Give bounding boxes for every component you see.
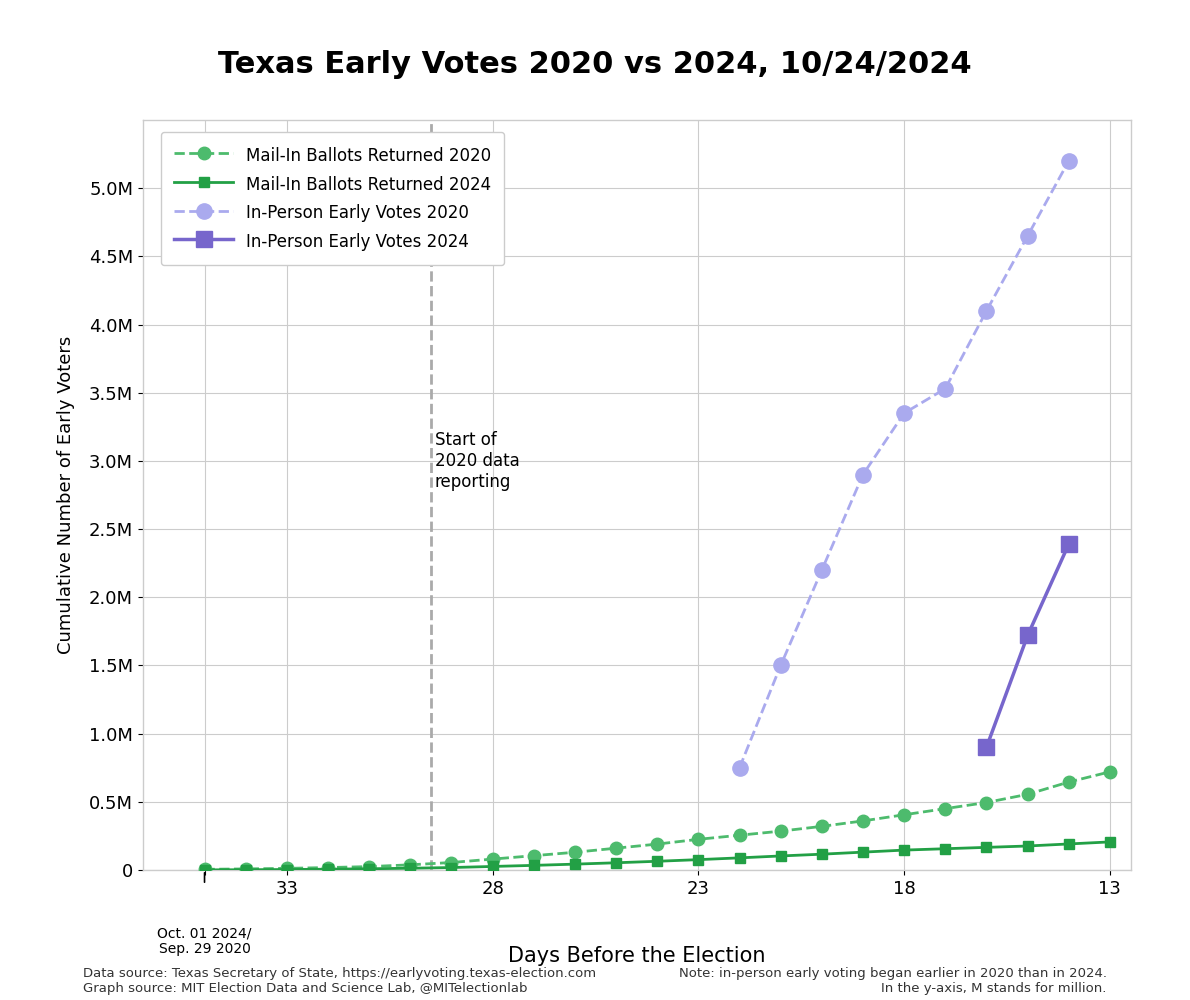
Mail-In Ballots Returned 2020 (362, 861, 376, 873)
In-Person Early Votes 2020 (938, 383, 952, 395)
Mail-In Ballots Returned 2024 (238, 864, 252, 876)
Mail-In Ballots Returned 2024 (1103, 836, 1117, 848)
Mail-In Ballots Returned 2020 (1061, 776, 1076, 788)
Mail-In Ballots Returned 2020 (774, 825, 788, 837)
Mail-In Ballots Returned 2020 (609, 842, 624, 854)
Mail-In Ballots Returned 2024 (280, 864, 294, 876)
Mail-In Ballots Returned 2020 (897, 809, 912, 821)
Mail-In Ballots Returned 2024 (979, 841, 994, 853)
Mail-In Ballots Returned 2020 (691, 833, 706, 845)
Text: Texas Early Votes 2020 vs 2024, 10/24/2024: Texas Early Votes 2020 vs 2024, 10/24/20… (218, 50, 972, 79)
Mail-In Ballots Returned 2020 (732, 829, 746, 841)
Mail-In Ballots Returned 2024 (198, 864, 212, 876)
Mail-In Ballots Returned 2020 (979, 796, 994, 808)
In-Person Early Votes 2020 (1021, 230, 1035, 242)
Mail-In Ballots Returned 2024 (362, 863, 376, 875)
In-Person Early Votes 2024 (1061, 538, 1076, 550)
Mail-In Ballots Returned 2024 (527, 859, 541, 871)
Mail-In Ballots Returned 2024 (1021, 840, 1035, 852)
Mail-In Ballots Returned 2020 (444, 856, 458, 868)
Line: Mail-In Ballots Returned 2024: Mail-In Ballots Returned 2024 (200, 837, 1115, 875)
Mail-In Ballots Returned 2024 (856, 846, 870, 858)
Text: Note: in-person early voting began earlier in 2020 than in 2024.
In the y-axis, : Note: in-person early voting began earli… (678, 967, 1107, 995)
Mail-In Ballots Returned 2020 (238, 863, 252, 875)
Mail-In Ballots Returned 2020 (1103, 766, 1117, 778)
In-Person Early Votes 2020 (732, 762, 746, 774)
In-Person Early Votes 2020 (815, 564, 829, 576)
Mail-In Ballots Returned 2020 (650, 838, 664, 850)
X-axis label: Days Before the Election: Days Before the Election (508, 946, 765, 966)
Mail-In Ballots Returned 2020 (321, 862, 336, 874)
Mail-In Ballots Returned 2024 (897, 844, 912, 856)
In-Person Early Votes 2020 (1061, 155, 1076, 167)
Mail-In Ballots Returned 2020 (198, 863, 212, 875)
Line: In-Person Early Votes 2020: In-Person Early Votes 2020 (732, 153, 1077, 775)
Mail-In Ballots Returned 2024 (486, 860, 500, 872)
Mail-In Ballots Returned 2024 (650, 855, 664, 867)
Legend: Mail-In Ballots Returned 2020, Mail-In Ballots Returned 2024, In-Person Early Vo: Mail-In Ballots Returned 2020, Mail-In B… (161, 132, 505, 265)
Mail-In Ballots Returned 2020 (938, 803, 952, 815)
In-Person Early Votes 2024 (1021, 629, 1035, 641)
Mail-In Ballots Returned 2024 (815, 848, 829, 860)
Mail-In Ballots Returned 2024 (609, 857, 624, 869)
Mail-In Ballots Returned 2020 (568, 846, 582, 858)
Mail-In Ballots Returned 2024 (444, 862, 458, 874)
Mail-In Ballots Returned 2024 (732, 852, 746, 864)
Text: Data source: Texas Secretary of State, https://earlyvoting.texas-election.com
Gr: Data source: Texas Secretary of State, h… (83, 967, 596, 995)
Mail-In Ballots Returned 2024 (403, 862, 418, 874)
In-Person Early Votes 2020 (897, 407, 912, 419)
Text: Oct. 01 2024/
Sep. 29 2020: Oct. 01 2024/ Sep. 29 2020 (157, 926, 252, 956)
Mail-In Ballots Returned 2024 (938, 843, 952, 855)
Mail-In Ballots Returned 2020 (815, 820, 829, 832)
In-Person Early Votes 2024 (979, 741, 994, 753)
Mail-In Ballots Returned 2020 (527, 850, 541, 862)
Line: In-Person Early Votes 2024: In-Person Early Votes 2024 (979, 536, 1077, 755)
Mail-In Ballots Returned 2024 (691, 854, 706, 866)
Mail-In Ballots Returned 2024 (321, 863, 336, 875)
Line: Mail-In Ballots Returned 2020: Mail-In Ballots Returned 2020 (199, 766, 1116, 876)
In-Person Early Votes 2020 (979, 305, 994, 317)
Mail-In Ballots Returned 2024 (1061, 838, 1076, 850)
Mail-In Ballots Returned 2024 (774, 850, 788, 862)
Mail-In Ballots Returned 2020 (1021, 788, 1035, 800)
Text: Start of
2020 data
reporting: Start of 2020 data reporting (436, 431, 520, 491)
Mail-In Ballots Returned 2020 (280, 862, 294, 874)
Mail-In Ballots Returned 2024 (568, 858, 582, 870)
In-Person Early Votes 2020 (856, 469, 870, 481)
Mail-In Ballots Returned 2020 (856, 815, 870, 827)
Mail-In Ballots Returned 2020 (403, 859, 418, 871)
In-Person Early Votes 2020 (774, 659, 788, 671)
Mail-In Ballots Returned 2020 (486, 853, 500, 865)
Y-axis label: Cumulative Number of Early Voters: Cumulative Number of Early Voters (57, 336, 75, 654)
